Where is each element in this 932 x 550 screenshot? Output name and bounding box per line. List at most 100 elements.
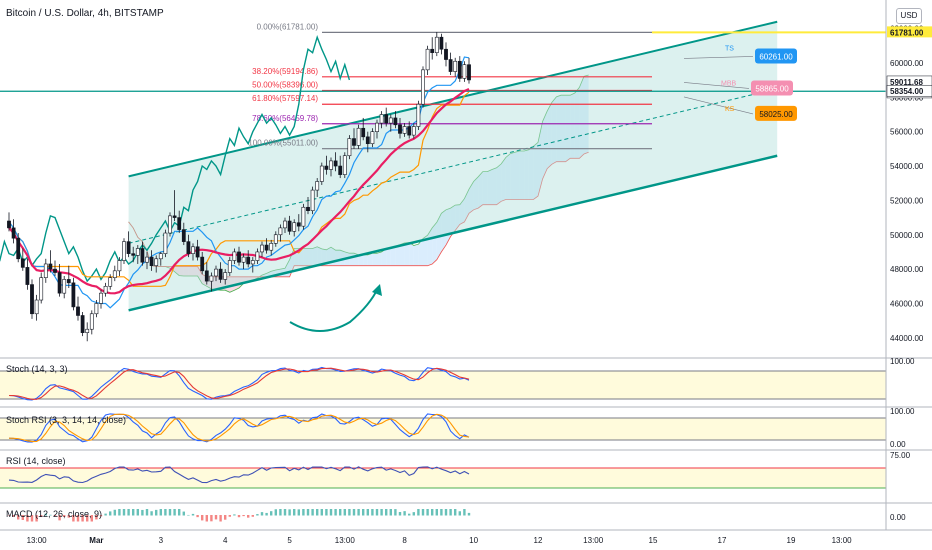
macd-bar (224, 515, 227, 520)
stoch-d-line (8, 367, 470, 400)
price-tag-box (887, 26, 932, 38)
macd-bar (467, 512, 471, 516)
time-tick-label: 5 (287, 536, 292, 545)
candle-body (11, 227, 16, 239)
macd-bar (270, 511, 273, 516)
macd-bar (311, 509, 314, 516)
cloud-segment (487, 169, 492, 205)
callout-leader (683, 82, 750, 89)
indicator-tick-label: 75.00 (890, 451, 911, 460)
macd-bar (343, 509, 346, 516)
candle-body (324, 165, 329, 170)
candle-body (227, 260, 232, 273)
price-tick-label: 44000.00 (890, 334, 924, 343)
macd-bar (242, 515, 245, 517)
cloud-segment (492, 167, 497, 205)
cloud-segment (262, 273, 267, 277)
cloud-segment (193, 266, 198, 276)
macd-bar (219, 515, 222, 522)
cloud-segment (381, 248, 387, 266)
candle-body (398, 124, 402, 134)
cloud-segment (579, 76, 584, 159)
candle-body (421, 69, 425, 105)
kijun-line (8, 91, 470, 287)
price-tag-value: 58354.00 (890, 87, 924, 96)
candle-body (292, 222, 297, 232)
cloud-segment (303, 248, 308, 266)
macd-bar (380, 509, 383, 516)
cloud-segment (496, 163, 502, 205)
candle-body (310, 189, 315, 212)
cloud-segment (423, 235, 428, 266)
candle-body (20, 258, 25, 268)
currency-button[interactable]: USD (896, 8, 922, 24)
candle-body (462, 64, 467, 79)
indicator-tick-label: 100.00 (890, 407, 915, 416)
macd-bar (81, 515, 84, 522)
macd-bar (348, 509, 351, 516)
macd-bar (109, 511, 112, 516)
time-tick-label: 15 (649, 536, 658, 545)
macd-bar (352, 509, 356, 516)
macd-bar (118, 509, 121, 516)
time-tick-label: 19 (787, 536, 796, 545)
time-tick-label: Mar (89, 536, 103, 545)
macd-bar (205, 515, 208, 522)
cloud-segment (400, 242, 405, 266)
macd-bar (182, 511, 185, 516)
macd-bar (76, 515, 80, 522)
price-tag-value: 61781.00 (890, 28, 924, 37)
cloud-segment (551, 96, 557, 165)
macd-bar (408, 513, 411, 516)
macd-bar (196, 515, 199, 518)
candle-body (163, 232, 168, 254)
callout-box (755, 48, 797, 64)
curved-arrow[interactable] (289, 287, 379, 332)
time-tick-label: 12 (534, 536, 543, 545)
candle-body (370, 131, 375, 145)
candle-body (140, 248, 145, 263)
candle-body (255, 251, 260, 261)
pane-band (0, 468, 886, 488)
candle-body (103, 285, 108, 294)
macd-bar (21, 515, 24, 520)
macd-bar (99, 515, 103, 517)
macd-bar (214, 515, 218, 520)
candle-body (7, 220, 11, 229)
candle-body (430, 48, 435, 53)
macd-bar (334, 509, 337, 516)
candle-body (172, 215, 177, 218)
candle-body (269, 243, 274, 251)
candle-body (149, 256, 154, 266)
stoch-k-line (8, 366, 470, 401)
candle-body (204, 270, 209, 282)
cloud-segment (183, 266, 189, 276)
macd-bar (389, 509, 392, 516)
macd-bar (191, 513, 195, 516)
channel-lower-line[interactable] (128, 154, 778, 312)
ichimoku-cloud (128, 74, 589, 293)
macd-bar (426, 509, 429, 516)
macd-bar (431, 509, 434, 516)
cloud-segment (570, 93, 575, 159)
cloud-segment (473, 176, 479, 210)
macd-bar (274, 509, 277, 516)
candle-body (434, 36, 439, 53)
price-pane (0, 0, 886, 357)
time-tick-label: 8 (402, 536, 407, 545)
candle-body (85, 328, 90, 333)
cloud-segment (519, 151, 525, 200)
candle-body (71, 282, 76, 308)
cloud-segment (515, 151, 520, 200)
candle-body (186, 241, 191, 254)
macd-bar (375, 509, 379, 516)
stoch-rsi-k-line (8, 413, 470, 443)
candle-body (388, 117, 393, 124)
candle-body (246, 256, 251, 265)
cloud-segment (418, 238, 423, 266)
cloud-segment (556, 95, 561, 162)
fib-retracement[interactable]: 0.00%(61781.00) 38.20%(59194.86) 50.00%(58… (0, 22, 886, 150)
price-tag-value: 59011.68 (890, 78, 923, 87)
candle-body (315, 181, 320, 191)
